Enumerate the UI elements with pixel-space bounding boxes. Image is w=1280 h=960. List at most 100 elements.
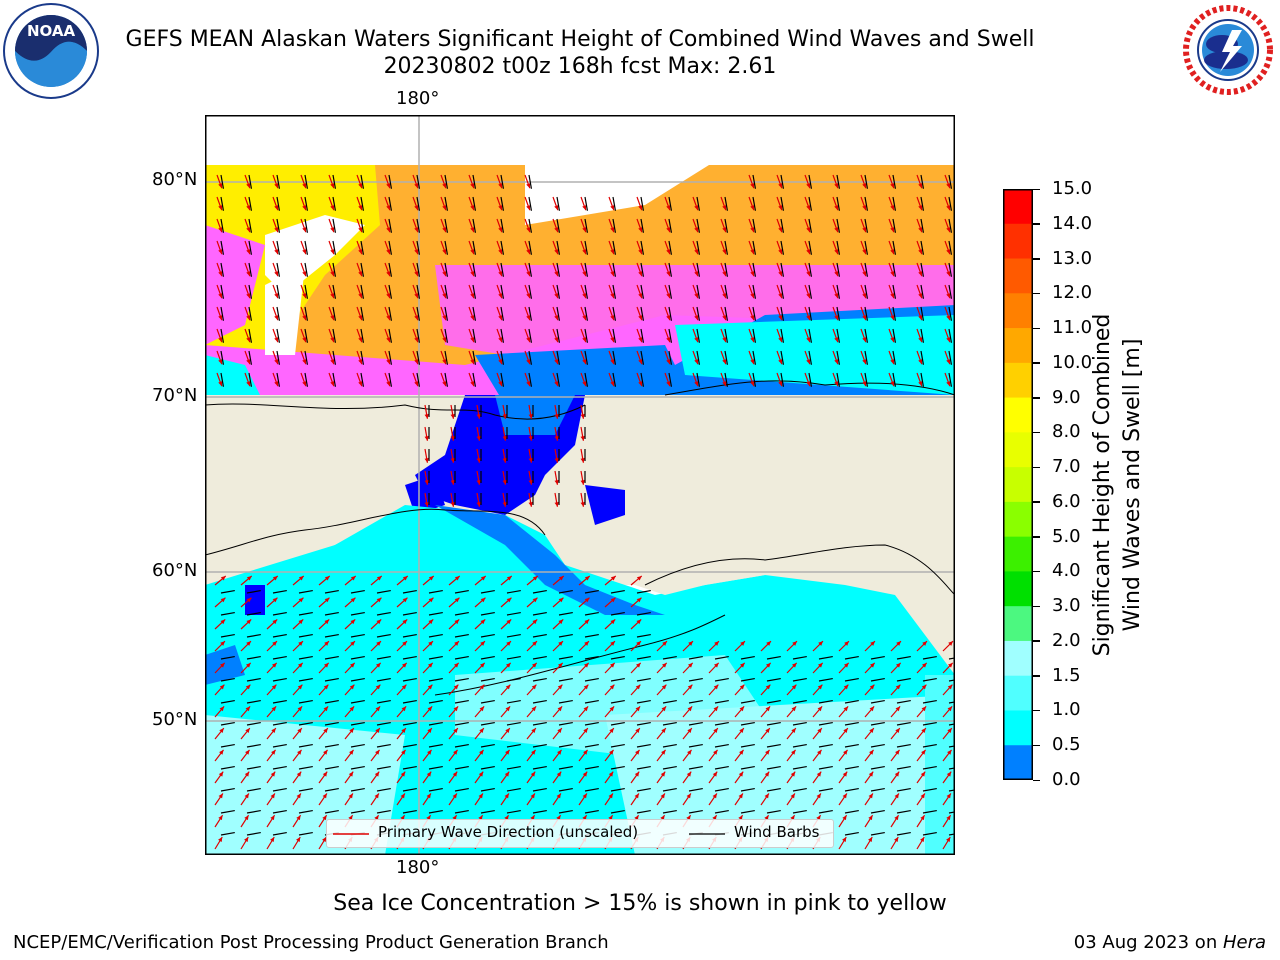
wave-arrow-head <box>610 662 615 668</box>
wind-barb <box>276 350 281 365</box>
wave-arrow-head <box>582 359 587 365</box>
wind-barb <box>836 306 841 321</box>
wind-barb <box>896 809 911 814</box>
wave-arrow-head <box>610 249 615 255</box>
wave-arrow-head <box>862 271 867 277</box>
wave-arrow-head <box>918 183 923 189</box>
wind-barb <box>724 284 729 299</box>
wave-arrow-head <box>817 749 822 755</box>
wave-arrow-head <box>245 749 250 755</box>
wind-barb <box>752 174 757 189</box>
wave-arrow-head <box>713 749 718 755</box>
wave-arrow-head <box>350 619 356 625</box>
wind-barb <box>428 699 443 704</box>
wave-arrow-head <box>526 381 531 387</box>
wave-arrow-head <box>921 706 927 712</box>
wind-barb <box>376 743 391 748</box>
wind-barb <box>472 240 477 255</box>
wave-arrow-head <box>246 205 251 211</box>
wind-barb <box>792 809 807 814</box>
wave-arrow-head <box>750 381 755 387</box>
wave-arrow-head <box>505 728 510 733</box>
wind-barb <box>920 196 925 211</box>
wave-arrow-head <box>610 641 615 646</box>
wind-barb <box>922 655 937 660</box>
wind-barb <box>272 765 287 770</box>
wave-arrow-head <box>661 728 666 733</box>
wind-barb <box>752 240 757 255</box>
wave-arrow-head <box>330 249 335 255</box>
colorbar-tick-label: 11.0 <box>1052 317 1093 339</box>
wave-arrow-head <box>554 293 559 299</box>
wind-barb <box>662 721 677 726</box>
wave-arrow-head <box>778 337 783 343</box>
wave-arrow-head <box>324 641 329 646</box>
wave-arrow-head <box>414 183 419 189</box>
wind-barb <box>298 831 313 836</box>
wave-arrow-head <box>470 315 475 321</box>
wind-barb <box>612 306 617 321</box>
wave-arrow-head <box>414 337 419 343</box>
wind-barb <box>584 809 599 814</box>
wave-arrow-head <box>528 479 533 485</box>
wave-arrow-head <box>778 205 783 211</box>
wind-barb <box>376 589 391 594</box>
wave-arrow-head <box>498 183 503 189</box>
wave-arrow-head <box>246 359 251 365</box>
wave-arrow-head <box>386 315 391 321</box>
wind-barb <box>896 699 911 704</box>
wind-barb <box>506 589 521 594</box>
colorbar-tick-label: 2.0 <box>1052 629 1081 651</box>
wind-barb <box>896 787 911 792</box>
wave-arrow-head <box>688 641 693 646</box>
wave-arrow-head <box>666 227 671 233</box>
wave-arrow-head <box>666 249 671 255</box>
wave-arrow-head <box>218 271 223 277</box>
wind-barb <box>556 196 561 211</box>
wind-barb <box>506 677 521 682</box>
wave-arrow-head <box>947 706 953 712</box>
map-legend: Primary Wave Direction (unscaled) Wind B… <box>326 819 834 848</box>
wind-barb <box>220 218 225 233</box>
wave-arrow-head <box>635 684 641 690</box>
footer-right: 03 Aug 2023 on Hera <box>1074 932 1266 953</box>
wind-barb <box>350 765 365 770</box>
wind-barb <box>636 699 651 704</box>
wave-arrow-head <box>374 815 379 821</box>
wind-barb <box>402 611 417 616</box>
colorbar-tick-label: 4.0 <box>1052 560 1081 582</box>
wave-arrow-head <box>557 706 563 712</box>
wave-arrow-head <box>816 793 821 799</box>
wind-barb <box>864 284 869 299</box>
wave-arrow-head <box>220 662 225 668</box>
wind-barb <box>500 284 505 299</box>
wind-barb <box>246 743 261 748</box>
wind-barb <box>558 699 573 704</box>
wave-arrow-head <box>470 337 475 343</box>
wave-arrow-head <box>504 793 509 799</box>
wind-barb <box>454 633 469 638</box>
wave-arrow-head <box>806 293 811 299</box>
wind-barb <box>388 328 393 343</box>
wind-barb <box>922 743 937 748</box>
wave-arrow-head <box>946 271 951 277</box>
wave-arrow-head <box>638 293 643 299</box>
wind-barb <box>780 218 785 233</box>
wave-arrow-head <box>220 576 226 581</box>
wind-barb <box>818 677 833 682</box>
wave-arrow-head <box>272 619 278 625</box>
wave-arrow-head <box>918 359 923 365</box>
wave-arrow-head <box>271 749 276 755</box>
wave-arrow-head <box>666 271 671 277</box>
wind-barb <box>388 350 393 365</box>
wind-barb <box>844 655 859 660</box>
wind-barb <box>636 589 651 594</box>
wave-arrow-head <box>358 337 363 343</box>
wave-arrow-head <box>918 205 923 211</box>
wave-arrow-head <box>478 815 483 821</box>
wind-barb <box>844 721 859 726</box>
wind-barb <box>480 699 495 704</box>
wind-barb <box>428 721 443 726</box>
wind-barb <box>612 372 617 387</box>
colorbar-tick-label: 5.0 <box>1052 525 1081 547</box>
